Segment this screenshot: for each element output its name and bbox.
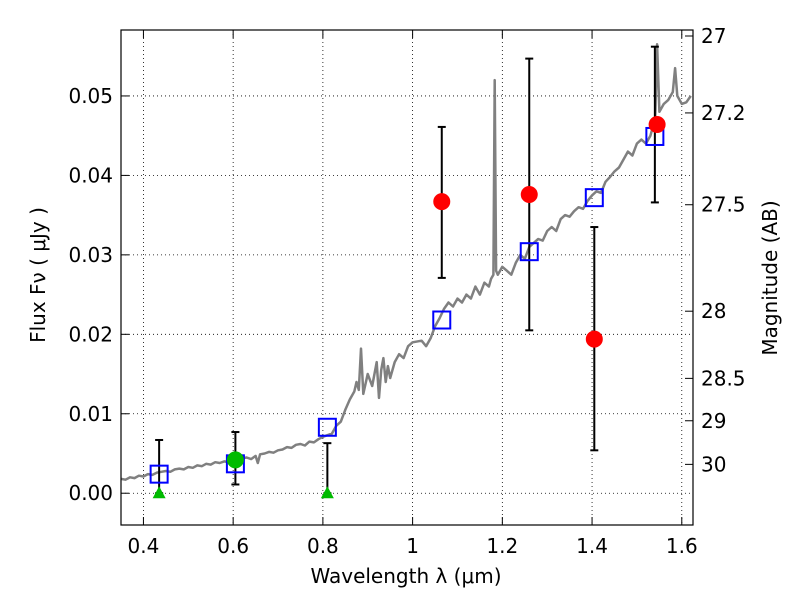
model-photometry-square	[149, 464, 169, 484]
observed-flux-point	[520, 185, 538, 203]
magnitude-tick-label: 27.2	[701, 101, 746, 125]
model-spectrum	[120, 43, 692, 481]
x-tick-label: 1	[406, 534, 419, 558]
magnitude-tick-label: 28	[701, 299, 726, 323]
model-photometry-square	[519, 242, 539, 262]
x-tick-label: 0.8	[307, 534, 339, 558]
data-markers	[149, 116, 666, 499]
x-tick-label: 0.4	[128, 534, 160, 558]
model-photometry-square	[432, 310, 452, 330]
x-tick-label: 1.6	[666, 534, 698, 558]
y-tick-label: 0.03	[68, 243, 113, 267]
x-tick-label: 1.2	[486, 534, 518, 558]
magnitude-tick-label: 27.5	[701, 193, 746, 217]
observed-flux-point	[585, 330, 603, 348]
observed-flux-point	[433, 193, 451, 211]
x-tick-label: 0.6	[217, 534, 249, 558]
magnitude-tick-label: 27	[701, 24, 726, 48]
grid-lines	[121, 30, 693, 525]
error-bars	[155, 45, 659, 495]
y-axis-label: Flux Fν ( μJy )	[26, 207, 50, 343]
model-photometry-square	[317, 417, 337, 437]
magnitude-tick-label: 30	[701, 452, 726, 476]
spectrum-line	[120, 43, 692, 481]
axis-ticks: 0.4 0.6 0.8 1 1.2 1.4 1.6 0.00 0.01 0.02 0.03 0.04 0…	[68, 24, 745, 558]
x-tick-label: 1.4	[576, 534, 608, 558]
model-photometry-square	[584, 188, 604, 208]
y-tick-label: 0.05	[68, 84, 113, 108]
magnitude-tick-label: 28.5	[701, 366, 746, 390]
plot-frame	[120, 29, 694, 526]
x-axis-label: Wavelength λ (μm)	[310, 564, 501, 588]
y-tick-label: 0.00	[68, 481, 113, 505]
upper-limit-triangle	[152, 486, 166, 499]
magnitude-tick-label: 29	[701, 409, 726, 433]
observed-flux-point	[226, 451, 244, 469]
y-tick-label: 0.01	[68, 402, 113, 426]
upper-limit-triangle	[320, 486, 334, 499]
observed-flux-point	[648, 116, 666, 134]
y-tick-label: 0.02	[68, 322, 113, 346]
y2-axis-label: Magnitude (AB)	[758, 200, 782, 355]
y-tick-label: 0.04	[68, 163, 113, 187]
